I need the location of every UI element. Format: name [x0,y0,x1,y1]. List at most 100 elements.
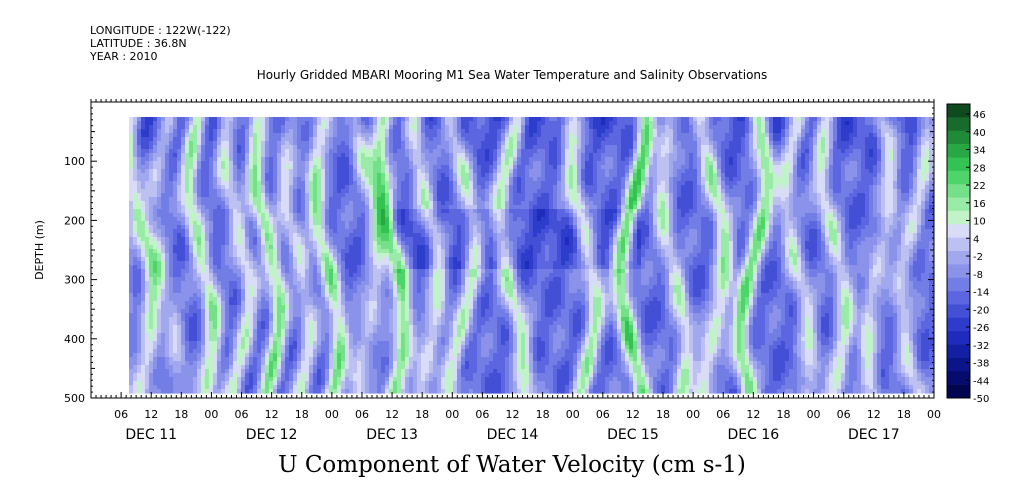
heatmap-cell [157,353,162,358]
heatmap-cell [289,289,294,294]
heatmap-cell [341,309,346,314]
heatmap-cell [377,153,382,158]
heatmap-cell [321,217,326,222]
heatmap-cell [133,285,138,290]
heatmap-cell [309,309,314,314]
heatmap-cell [205,313,210,318]
heatmap-cell [141,193,146,198]
heatmap-cell [381,217,386,222]
heatmap-cell [353,373,358,378]
heatmap-cell [281,381,286,386]
heatmap-cell [381,165,386,170]
heatmap-cell [149,125,154,130]
heatmap-cell [197,265,202,270]
heatmap-cell [285,293,290,298]
heatmap-cell [205,181,210,186]
heatmap-cell [329,121,334,126]
heatmap-cell [233,329,238,334]
heatmap-cell [261,205,266,210]
heatmap-cell [225,253,230,258]
heatmap-cell [249,325,254,330]
heatmap-cell [145,317,150,322]
heatmap-cell [405,313,410,318]
heatmap-cell [357,285,362,290]
heatmap-cell [225,265,230,270]
heatmap-cell [233,257,238,262]
heatmap-cell [161,169,166,174]
heatmap-cell [393,269,398,274]
heatmap-cell [229,249,234,254]
heatmap-cell [213,273,218,278]
heatmap-cell [261,281,266,286]
heatmap-cell [401,177,406,182]
heatmap-cell [229,381,234,386]
heatmap-cell [225,377,230,382]
heatmap-cell [373,257,378,262]
heatmap-cell [129,289,134,294]
heatmap-cell [141,317,146,322]
heatmap-cell [337,177,342,182]
heatmap-cell [329,157,334,162]
heatmap-cell [133,329,138,334]
heatmap-cell [329,273,334,278]
heatmap-cell [169,285,174,290]
heatmap-cell [217,189,222,194]
heatmap-cell [313,161,318,166]
heatmap-cell [309,361,314,366]
heatmap-cell [293,241,298,246]
heatmap-cell [153,373,158,378]
heatmap-cell [341,357,346,362]
heatmap-cell [385,369,390,374]
heatmap-cell [369,229,374,234]
heatmap-cell [209,273,214,278]
heatmap-cell [157,217,162,222]
heatmap-cell [157,233,162,238]
heatmap-cell [137,261,142,266]
heatmap-cell [197,221,202,226]
heatmap-cell [269,233,274,238]
heatmap-cell [417,177,422,182]
heatmap-cell [357,277,362,282]
heatmap-cell [165,305,170,310]
heatmap-cell [373,365,378,370]
heatmap-cell [381,121,386,126]
heatmap-cell [221,133,226,138]
heatmap-cell [129,277,134,282]
heatmap-cell [353,213,358,218]
heatmap-cell [381,133,386,138]
heatmap-cell [133,313,138,318]
heatmap-cell [285,201,290,206]
heatmap-cell [301,253,306,258]
heatmap-cell [361,321,366,326]
heatmap-cell [397,237,402,242]
heatmap-cell [281,373,286,378]
heatmap-cell [209,285,214,290]
heatmap-cell [177,149,182,154]
heatmap-cell [129,173,134,178]
heatmap-cell [205,237,210,242]
heatmap-cell [161,141,166,146]
heatmap-cell [173,265,178,270]
heatmap-cell [141,305,146,310]
heatmap-cell [253,377,258,382]
heatmap-cell [309,305,314,310]
heatmap-cell [209,297,214,302]
heatmap-cell [281,277,286,282]
heatmap-cell [141,293,146,298]
heatmap-cell [413,185,418,190]
heatmap-cell [353,249,358,254]
heatmap-cell [229,361,234,366]
heatmap-cell [409,249,414,254]
heatmap-cell [173,169,178,174]
heatmap-cell [153,301,158,306]
heatmap-cell [353,181,358,186]
heatmap-cell [397,169,402,174]
heatmap-cell [413,165,418,170]
heatmap-cell [417,133,422,138]
heatmap-cell [369,305,374,310]
heatmap-cell [197,129,202,134]
heatmap-cell [189,361,194,366]
heatmap-cell [301,169,306,174]
heatmap-cell [401,301,406,306]
heatmap-cell [389,257,394,262]
